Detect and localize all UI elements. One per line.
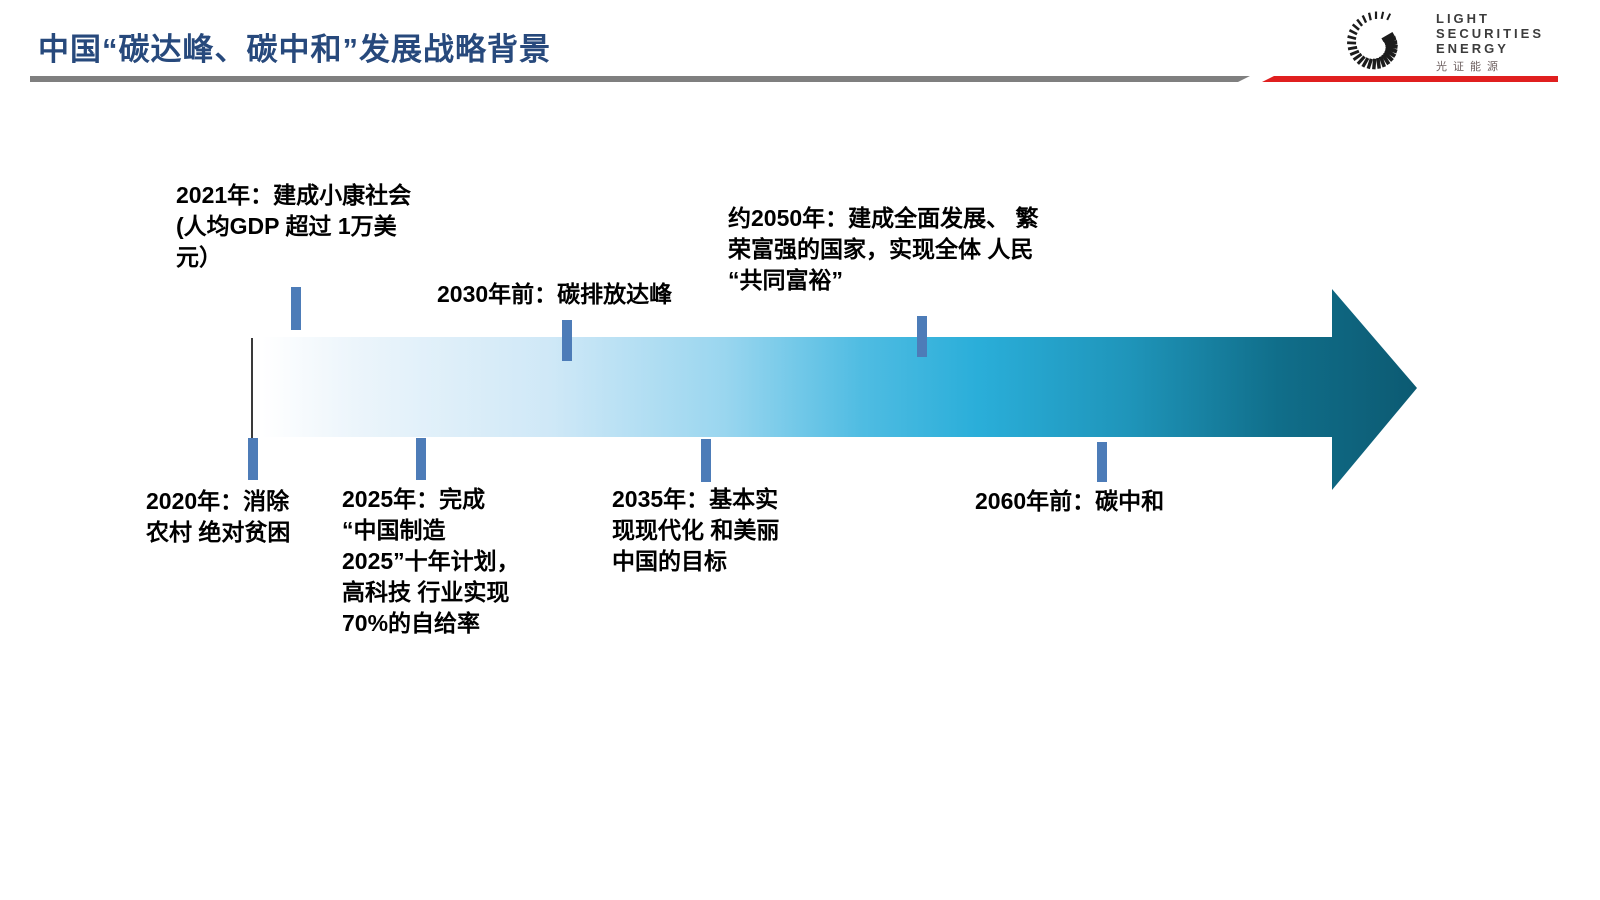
page-title: 中国“碳达峰、碳中和”发展战略背景 [38, 32, 551, 67]
timeline-tick-2030 [562, 320, 572, 361]
spiral-logo-icon [1347, 11, 1398, 70]
timeline-tick-2050 [917, 316, 927, 357]
timeline-arrow [262, 289, 1417, 490]
logo-line1: LIGHT [1436, 10, 1490, 26]
company-logo: LIGHT SECURITIES ENERGY 光证能源 [1330, 2, 1580, 82]
logo-wordmark: LIGHT SECURITIES ENERGY 光证能源 [1436, 11, 1544, 74]
timeline-tick-2060 [1097, 442, 1107, 482]
logo-chinese-name: 光证能源 [1436, 60, 1504, 73]
milestone-2020: 2020年：消除 农村 绝对贫困 [146, 488, 291, 545]
timeline-tick-2025 [416, 438, 426, 480]
timeline-tick-2020 [248, 438, 258, 480]
timeline-tick-2021 [291, 287, 301, 330]
milestone-2050: 约2050年：建成全面发展、 繁 荣富强的国家，实现全体 人民 “共同富裕” [728, 205, 1039, 293]
title-underline [30, 76, 1250, 82]
accent-line [1262, 76, 1558, 82]
milestone-2035: 2035年：基本实 现现代化 和美丽 中国的目标 [612, 486, 780, 574]
logo-line3: ENERGY [1436, 40, 1509, 56]
milestone-2021: 2021年：建成小康社会 (人均GDP 超过 1万美 元） [176, 182, 412, 270]
milestone-2025: 2025年：完成 “中国制造 2025”十年计划， 高科技 行业实现 70%的自… [342, 486, 520, 636]
logo-line2: SECURITIES [1436, 25, 1545, 41]
milestone-2030: 2030年前：碳排放达峰 [437, 281, 673, 307]
timeline-tick-2035 [701, 439, 711, 482]
milestone-2060: 2060年前：碳中和 [975, 488, 1165, 514]
